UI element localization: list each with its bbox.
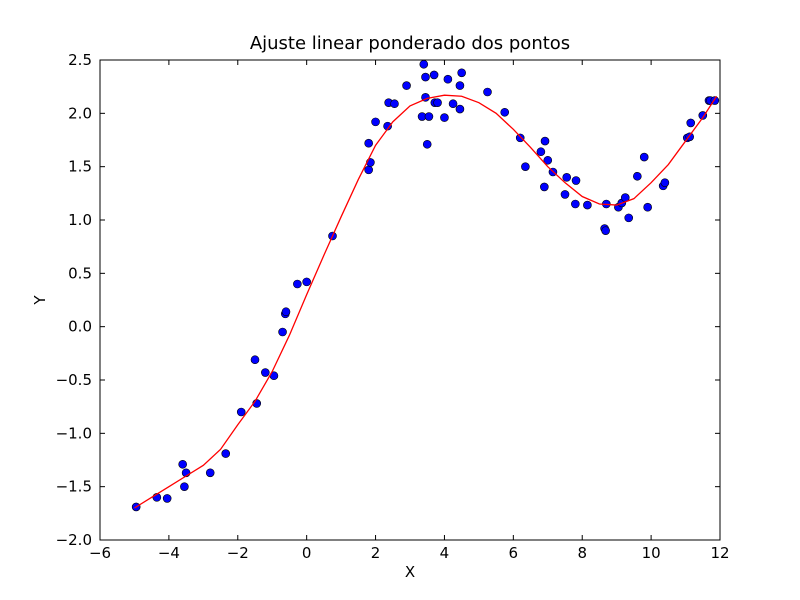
data-point: [162, 494, 172, 503]
data-point: [390, 99, 399, 109]
data-point: [633, 171, 642, 181]
y-tick-label: 0.0: [68, 318, 92, 336]
data-point: [440, 113, 449, 122]
x-tick-label: 0: [302, 544, 312, 562]
y-tick-label: 1.0: [68, 211, 92, 229]
data-point: [571, 199, 580, 209]
x-axis-label: X: [405, 563, 415, 581]
x-tick-label: −4: [158, 544, 180, 562]
data-point: [455, 104, 465, 114]
data-point: [543, 155, 553, 165]
data-point: [571, 176, 581, 185]
data-point: [583, 200, 592, 210]
data-point: [364, 138, 373, 148]
data-point: [221, 449, 231, 458]
data-point: [562, 173, 572, 182]
data-point: [180, 482, 189, 491]
data-point: [457, 68, 466, 78]
data-point: [500, 107, 510, 117]
data-point: [236, 407, 246, 417]
y-tick-label: −1.5: [56, 478, 92, 496]
data-point: [422, 139, 432, 149]
data-point: [624, 213, 634, 223]
data-point: [536, 147, 546, 157]
data-point: [455, 81, 465, 90]
y-tick-label: 2.5: [68, 51, 92, 69]
data-point: [429, 70, 439, 80]
x-tick-label: 12: [710, 544, 729, 562]
data-point: [448, 99, 458, 109]
data-point: [261, 368, 270, 377]
chart-title: Ajuste linear ponderado dos pontos: [250, 33, 570, 54]
y-axis-label: Y: [31, 295, 49, 306]
data-point: [686, 118, 696, 128]
x-tick-label: 2: [371, 544, 381, 562]
data-point: [250, 355, 260, 365]
x-tick-label: 6: [509, 544, 519, 562]
data-point: [540, 182, 549, 192]
data-point: [560, 190, 570, 199]
data-point: [402, 81, 411, 90]
data-point: [278, 327, 287, 337]
data-point: [601, 226, 610, 235]
data-point: [383, 121, 392, 131]
x-tick-label: 10: [642, 544, 661, 562]
data-point: [371, 117, 380, 127]
y-tick-label: 0.5: [68, 264, 92, 282]
data-point: [433, 98, 442, 107]
data-point: [293, 279, 302, 289]
x-tick-label: −6: [89, 544, 111, 562]
plot-area: −6 −4 −2 0 2 4 6 8 10 12 −2.0 −1.5 −1.0 −0.5 0.0 0.5 1.0…: [56, 51, 730, 562]
plot-frame: [99, 59, 721, 541]
data-point: [364, 165, 373, 175]
x-tick-label: −2: [227, 544, 249, 562]
data-point: [281, 307, 291, 317]
y-tick-label: 1.5: [68, 158, 92, 176]
data-point: [443, 74, 453, 84]
y-tick-label: −2.0: [56, 531, 92, 549]
data-point: [178, 459, 187, 469]
data-point: [643, 202, 652, 212]
y-tick-label: −0.5: [56, 371, 92, 389]
x-tick-label: 4: [440, 544, 450, 562]
y-tick-label: −1.0: [56, 424, 92, 442]
data-point: [521, 162, 530, 171]
data-point: [421, 72, 430, 82]
data-point: [424, 112, 434, 121]
data-point: [515, 133, 525, 143]
data-point: [302, 277, 311, 287]
data-point: [205, 468, 215, 478]
fit-line: [134, 94, 718, 509]
y-tick-label: 2.0: [68, 104, 92, 122]
data-point: [419, 59, 429, 69]
data-point: [660, 178, 670, 187]
x-tick-label: 8: [577, 544, 587, 562]
data-point: [483, 87, 492, 97]
data-point: [639, 152, 649, 162]
data-point: [540, 136, 550, 146]
